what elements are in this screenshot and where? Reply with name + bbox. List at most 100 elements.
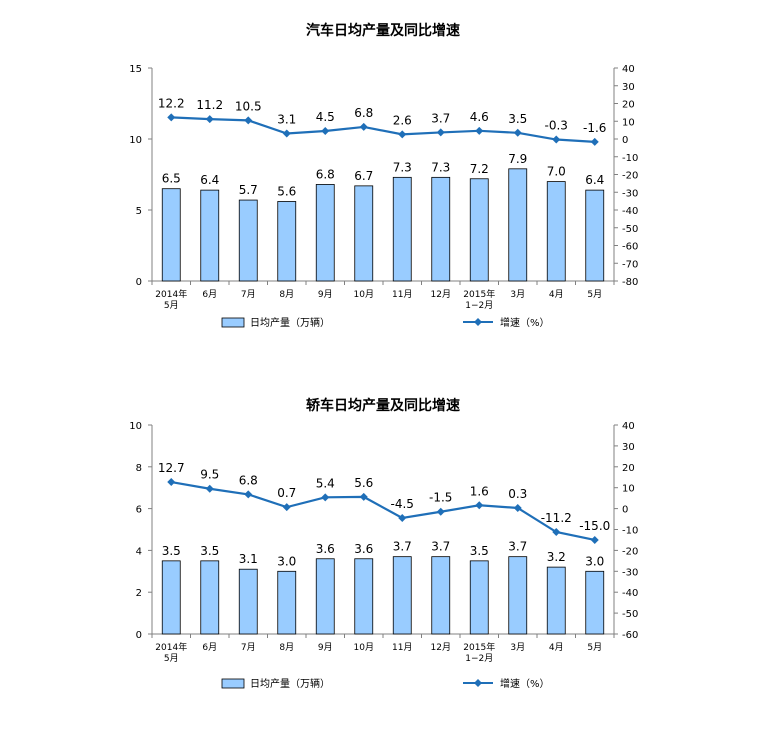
legend-bar-label: 日均产量（万辆） [250,316,330,329]
growth-value-label: 6.8 [239,473,258,487]
x-tick-label: 8月 [279,289,294,300]
growth-value-label: 12.7 [158,461,185,475]
x-tick-label: 2015年 [463,288,495,300]
growth-point [282,503,291,512]
growth-point [513,128,522,137]
bar-value-label: 3.1 [239,552,258,566]
growth-point [552,135,561,144]
growth-point [359,122,368,131]
x-tick-label: 11月 [392,289,412,300]
bar-value-label: 7.0 [547,165,566,179]
right-tick-label: 20 [622,100,635,111]
bar [585,189,605,282]
bar-value-label: 6.5 [162,172,181,186]
growth-line [171,480,595,542]
left-tick-label: 15 [129,64,142,75]
right-tick-label: -40 [622,206,638,217]
x-tick-label: 8月 [279,642,294,653]
right-tick-label: -40 [622,588,638,599]
bar [431,556,451,635]
growth-value-label: 3.5 [508,112,527,126]
left-tick-label: 6 [136,505,142,516]
legend-bar-swatch [221,678,245,689]
x-tick-label: 6月 [202,642,217,653]
growth-point [475,501,484,510]
right-tick-label: 0 [622,505,628,516]
growth-point [321,127,330,136]
bar-value-label: 3.6 [354,542,373,556]
bar [508,168,528,282]
bar-value-label: 7.2 [470,162,489,176]
growth-point [398,130,407,139]
x-tick-label: 12月 [431,642,451,653]
growth-point [436,128,445,137]
right-tick-label: -80 [622,277,638,288]
bar [161,560,181,635]
growth-point [205,484,214,493]
bar [277,570,297,635]
x-tick-label: 9月 [318,289,333,300]
growth-value-label: -1.5 [429,491,452,505]
bar-value-label: 6.4 [585,173,604,187]
growth-point [552,528,561,537]
right-tick-label: 20 [622,463,635,474]
right-tick-label: -30 [622,188,638,199]
bar [315,184,335,282]
x-tick-label: 2014年 [155,641,187,653]
growth-value-label: 12.2 [158,96,185,110]
left-tick-label: 2 [136,588,142,599]
right-tick-label: 10 [622,117,635,128]
bar [200,189,220,282]
growth-point [475,126,484,135]
right-tick-label: 30 [622,442,635,453]
growth-point [167,478,176,487]
legend-line-marker [474,679,482,687]
right-tick-label: -10 [622,153,638,164]
x-tick-label: 3月 [510,642,525,653]
growth-value-label: -15.0 [579,519,610,533]
growth-value-label: -11.2 [541,511,572,525]
right-tick-label: -70 [622,259,638,270]
growth-point [359,492,368,501]
left-tick-label: 4 [136,546,142,557]
bar [431,176,451,282]
left-tick-label: 0 [136,630,142,641]
right-tick-label: -20 [622,171,638,182]
right-tick-label: -20 [622,546,638,557]
growth-value-label: 1.6 [470,484,489,498]
right-tick-label: -10 [622,526,638,537]
bar-value-label: 5.6 [277,184,296,198]
x-tick-label: 11月 [392,642,412,653]
bar-value-label: 3.2 [547,550,566,564]
growth-point [513,503,522,512]
bar [238,199,258,282]
x-tick-label: 1−2月 [465,653,493,664]
bar [238,568,258,635]
right-tick-label: -50 [622,609,638,620]
x-tick-label: 2014年 [155,288,187,300]
x-tick-label: 5月 [164,653,179,664]
bar-value-label: 3.7 [508,540,527,554]
growth-value-label: 5.4 [316,476,335,490]
chart-1: 汽车日均产量及同比增速 0 5 10 15 -80 -70 -60 -50 -40 -30 -20 -1… [129,22,638,329]
right-tick-label: -30 [622,567,638,578]
bar [354,558,374,635]
bar-value-label: 3.6 [316,542,335,556]
x-tick-label: 5月 [587,289,602,300]
growth-value-label: 10.5 [235,99,262,113]
bar [508,556,528,635]
bar [585,570,605,635]
legend-line-label: 增速（%） [500,677,550,690]
chart-title: 汽车日均产量及同比增速 [306,22,460,39]
left-tick-label: 10 [129,135,142,146]
legend-line-label: 增速（%） [500,316,550,329]
x-tick-label: 9月 [318,642,333,653]
x-tick-label: 2015年 [463,641,495,653]
x-tick-label: 4月 [549,289,564,300]
bar [546,181,566,282]
right-tick-label: -60 [622,242,638,253]
right-tick-label: 0 [622,135,628,146]
bar-value-label: 5.7 [239,183,258,197]
bar [315,558,335,635]
